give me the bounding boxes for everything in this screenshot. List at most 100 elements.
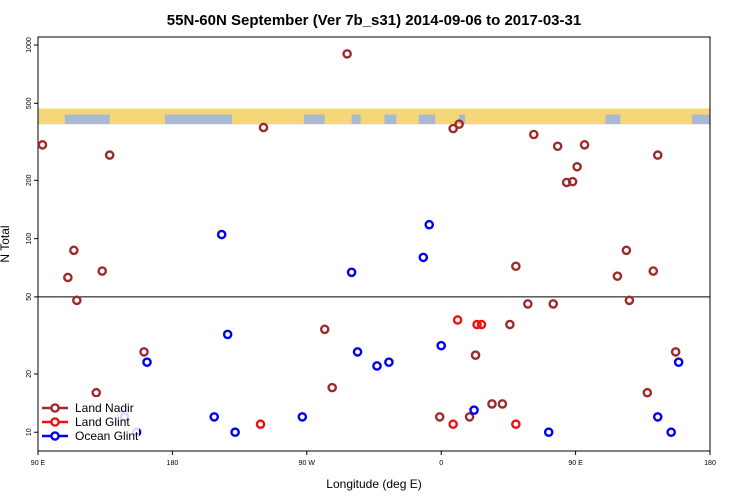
map-landmass [232,108,304,125]
data-point [621,245,632,256]
data-point [139,347,149,357]
chart-title: 55N-60N September (Ver 7b_s31) 2014-09-0… [167,12,581,29]
data-points [37,49,684,438]
data-point [528,129,539,140]
data-point [666,427,676,438]
data-point [469,405,479,415]
y-tick-label: 500 [26,97,33,109]
map-landmass [396,108,419,125]
data-point [319,324,330,335]
y-tick-label: 1000 [26,37,33,53]
legend-marker [50,417,60,427]
y-tick-label: 100 [26,233,33,245]
data-point [497,399,508,409]
data-point [543,427,554,438]
data-point [464,412,475,422]
y-axis: 10 20 50 100 200 500 1000 [26,37,38,436]
map-landmass [109,108,165,125]
data-point [523,299,533,309]
data-point [487,399,497,409]
plot-frame [37,36,711,452]
data-point [142,357,152,368]
x-tick-label: 180 [167,460,179,467]
y-axis-label: N Total [0,225,12,262]
data-point [452,315,463,325]
data-point [436,340,447,351]
y-tick-label: 20 [26,370,33,378]
legend-label: Ocean Glint [75,429,139,443]
series-ocean-glint [119,219,684,438]
data-point [230,427,240,438]
series-land-nadir [37,49,681,422]
data-point [472,319,482,330]
legend-label: Land Nadir [75,401,134,415]
data-point [642,387,653,398]
data-point [572,161,582,172]
data-point [72,295,82,306]
data-point [258,122,269,133]
data-point [552,141,563,152]
data-point [511,419,521,430]
y-tick-label: 50 [26,293,33,301]
legend-label: Land Glint [75,415,130,429]
data-point [652,412,663,422]
data-point [346,267,357,278]
data-point [104,150,115,160]
x-axis-label: Longitude (deg E) [326,477,421,491]
data-point [372,361,382,371]
world-map-strip [38,108,710,125]
map-landmass [435,108,460,125]
map-landmass [465,108,606,125]
data-point [567,176,578,187]
data-point [222,329,233,340]
data-point [384,357,394,368]
x-tick-label: 90 E [31,460,46,467]
data-point [470,350,481,360]
y-tick-label: 200 [26,174,33,186]
data-point [476,319,487,330]
y-tick-label: 10 [26,428,33,436]
data-point [327,382,337,393]
data-point [670,347,681,357]
map-landmass [620,108,693,125]
data-point [511,261,521,272]
x-tick-label: 180 [704,460,716,467]
data-point [352,347,363,357]
legend-marker [50,403,60,413]
data-point [297,412,308,422]
legend-marker [50,431,60,441]
map-landmass [324,108,352,125]
data-point [255,419,266,430]
data-point [579,140,590,150]
data-point [448,123,458,134]
x-tick-label: 90 E [568,460,583,467]
data-point [342,49,352,59]
data-point [37,140,48,150]
data-point [652,150,663,160]
data-point [63,272,73,283]
x-tick-label: 0 [439,460,443,467]
data-point [69,245,79,256]
data-point [548,299,559,309]
data-point [673,357,684,368]
data-point [91,387,102,398]
data-point [424,219,435,230]
data-point [454,119,464,129]
data-point [418,252,429,263]
series-land-glint [255,315,521,430]
data-point [434,412,445,422]
data-point [448,419,458,430]
map-landmass [360,108,385,125]
data-point [624,295,635,306]
x-axis: 90 E 180 90 W 0 90 E 180 [31,451,716,467]
data-point [612,271,623,281]
data-point [209,412,220,422]
data-point [97,266,108,276]
data-point [648,266,659,276]
map-landmass [38,108,65,125]
x-tick-label: 90 W [299,460,316,467]
data-point [216,229,227,240]
data-point [505,319,515,330]
